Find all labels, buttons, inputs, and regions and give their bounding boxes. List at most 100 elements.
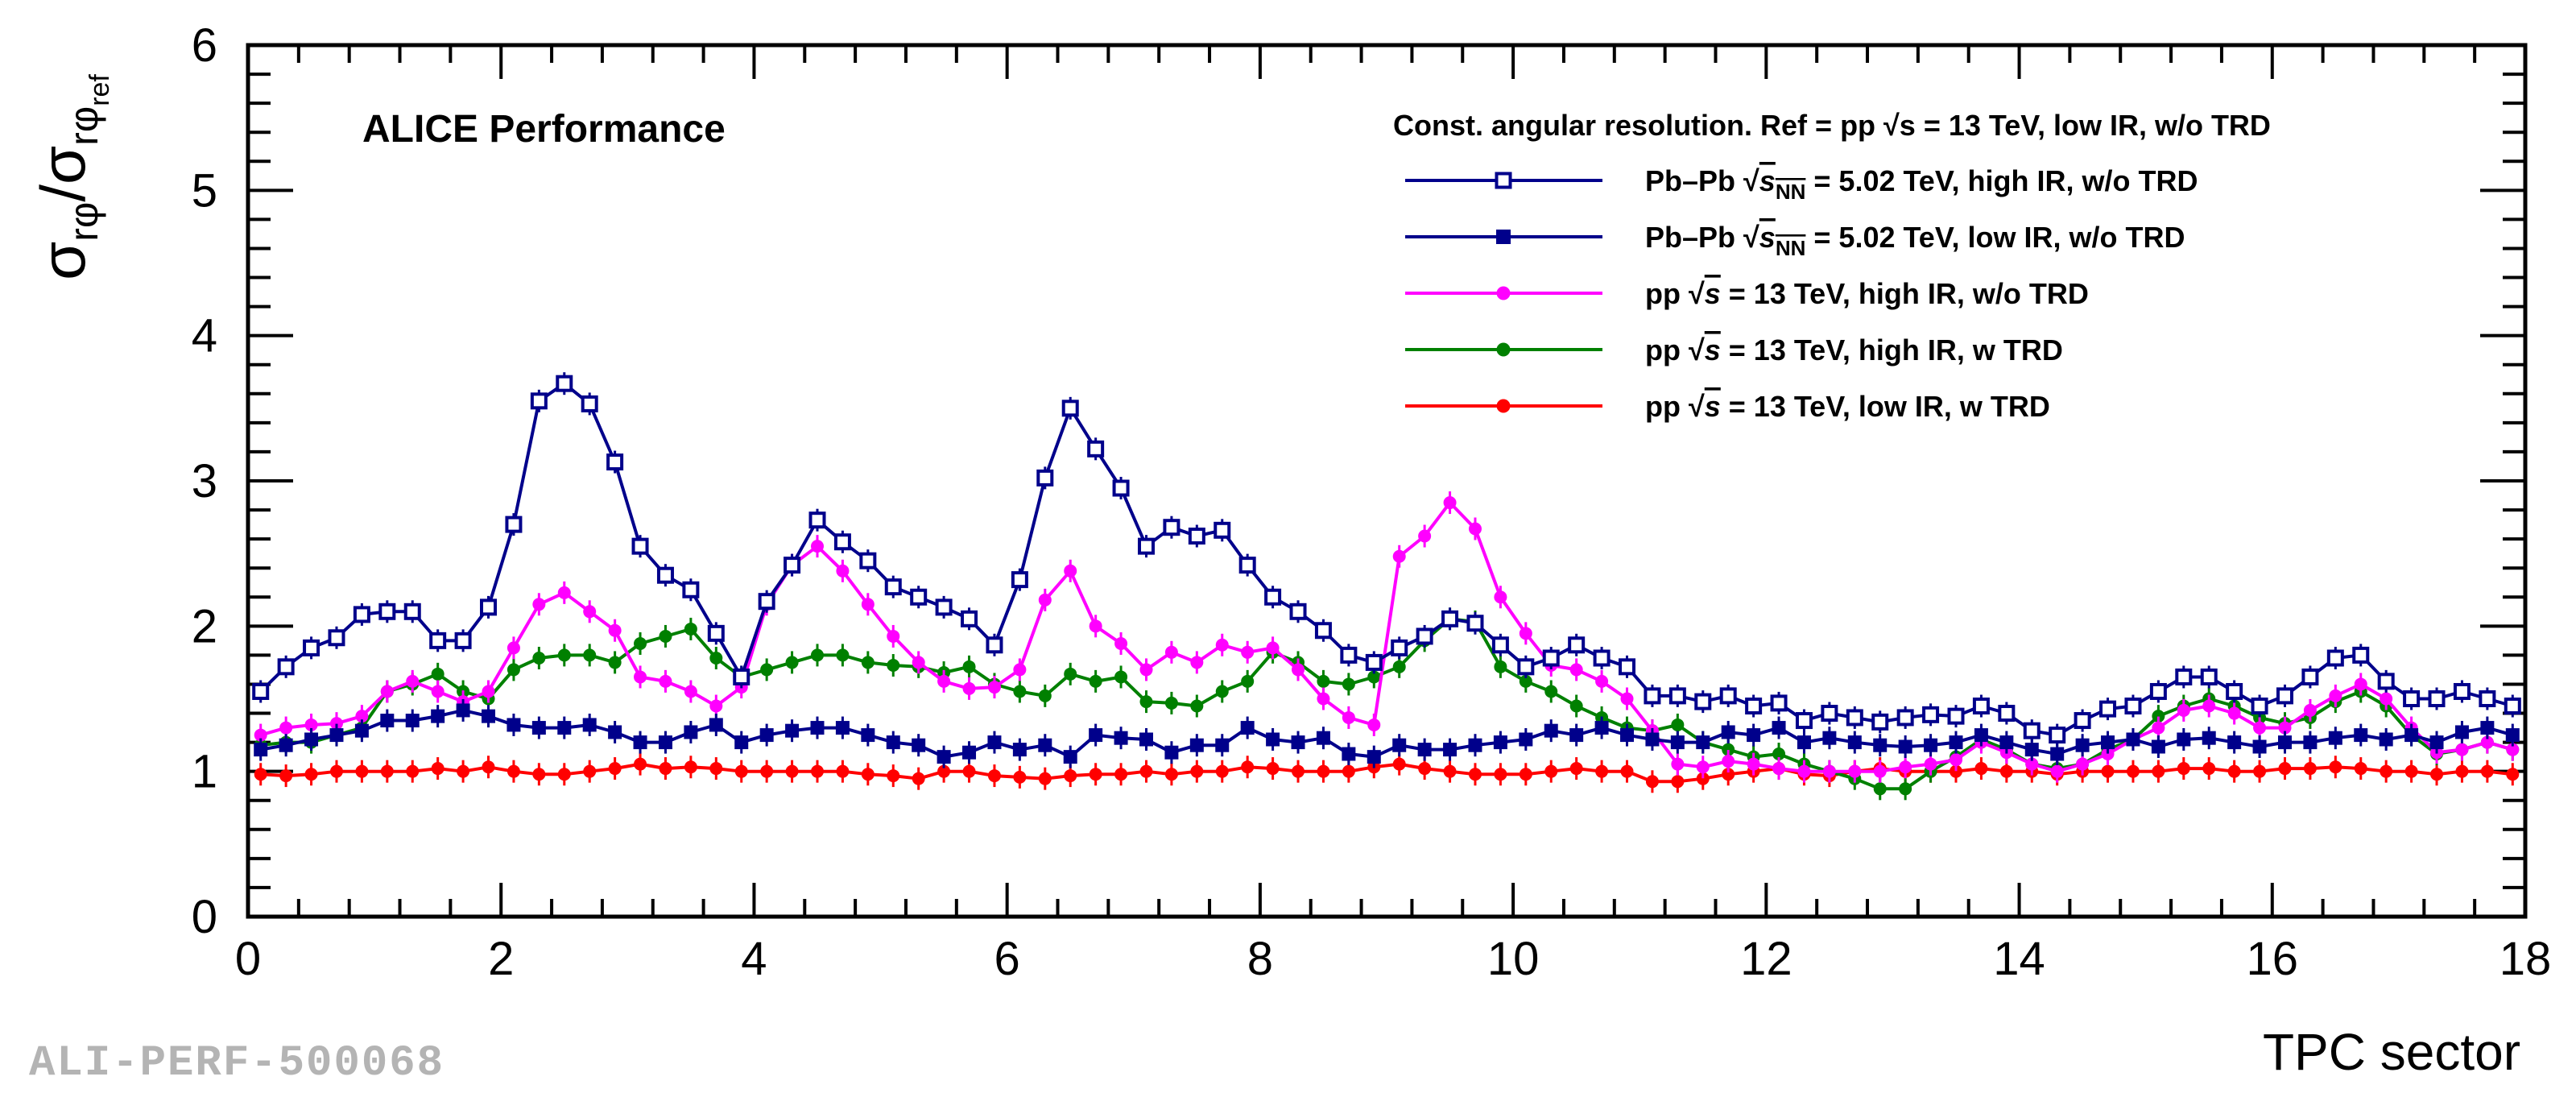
data-point-pp_low_wTRD xyxy=(583,764,597,778)
data-point-pp_high_wTRD xyxy=(2152,710,2165,723)
data-point-PbPb_low xyxy=(2024,743,2039,757)
data-point-pp_low_wTRD xyxy=(1292,764,1305,778)
data-point-pp_high_woTRD xyxy=(987,681,1001,694)
data-point-PbPb_high xyxy=(1340,646,1358,664)
data-point-pp_high_woTRD xyxy=(684,685,697,698)
data-point-PbPb_low xyxy=(1924,738,1938,752)
data-point-PbPb_low xyxy=(1240,721,1255,735)
data-point-PbPb_low xyxy=(2404,728,2419,743)
data-point-PbPb_high xyxy=(556,375,573,392)
data-point-pp_low_wTRD xyxy=(608,762,622,776)
data-point-pp_low_wTRD xyxy=(2480,764,2494,778)
data-point-PbPb_low xyxy=(658,735,672,750)
data-point-pp_high_wTRD xyxy=(1873,782,1887,796)
data-point-pp_low_wTRD xyxy=(2303,762,2317,776)
series-layer xyxy=(252,372,2521,801)
data-point-pp_low_wTRD xyxy=(1190,764,1204,778)
data-point-PbPb_low xyxy=(937,750,951,764)
data-point-PbPb_low xyxy=(2480,721,2495,735)
data-point-pp_high_woTRD xyxy=(2253,721,2267,735)
data-point-PbPb_low xyxy=(1696,735,1710,750)
data-point-pp_low_wTRD xyxy=(2152,764,2165,778)
legend-label: pp √s = 13 TeV, high IR, w/o TRD xyxy=(1645,277,2089,310)
data-point-pp_high_woTRD xyxy=(2050,764,2064,778)
data-point-PbPb_high xyxy=(1416,627,1433,645)
data-point-pp_high_wTRD xyxy=(1569,699,1583,713)
x-tick-label: 16 xyxy=(2247,933,2299,985)
data-point-PbPb_low xyxy=(254,743,268,757)
data-point-pp_high_woTRD xyxy=(962,681,976,695)
legend-label: pp √s = 13 TeV, high IR, w TRD xyxy=(1645,333,2063,366)
data-point-PbPb_high xyxy=(707,624,725,642)
data-point-pp_low_wTRD xyxy=(2329,760,2342,774)
legend-marker xyxy=(1496,286,1511,300)
data-point-pp_high_woTRD xyxy=(2076,757,2090,771)
data-point-PbPb_high xyxy=(1238,557,1256,574)
data-point-pp_high_woTRD xyxy=(1848,764,1862,778)
data-point-PbPb_low xyxy=(785,723,800,738)
data-point-pp_low_wTRD xyxy=(482,760,495,774)
data-point-pp_high_wTRD xyxy=(1494,660,1507,673)
data-point-pp_low_wTRD xyxy=(659,762,672,776)
data-point-PbPb_low xyxy=(608,725,622,739)
data-point-PbPb_high xyxy=(1061,400,1079,417)
data-point-PbPb_low xyxy=(507,718,521,732)
legend: Const. angular resolution. Ref = pp √s =… xyxy=(1393,109,2271,423)
data-point-pp_low_wTRD xyxy=(1671,775,1685,789)
data-point-PbPb_high xyxy=(2453,682,2471,700)
data-point-pp_high_woTRD xyxy=(2278,721,2292,735)
data-point-PbPb_low xyxy=(2202,731,2216,745)
data-point-pp_high_woTRD xyxy=(1190,656,1204,669)
y-label-slash: /σ xyxy=(27,146,98,202)
data-point-PbPb_low xyxy=(1342,747,1356,761)
data-point-pp_low_wTRD xyxy=(836,764,850,778)
legend-entry-pp_high_wTRD: pp √s = 13 TeV, high IR, w TRD xyxy=(1405,333,2063,366)
data-point-pp_low_wTRD xyxy=(1215,764,1229,778)
data-point-PbPb_high xyxy=(656,566,674,584)
data-point-pp_low_wTRD xyxy=(684,760,697,774)
data-point-PbPb_high xyxy=(1036,469,1054,487)
legend-marker xyxy=(1496,230,1511,244)
data-point-pp_high_woTRD xyxy=(1696,760,1710,774)
data-point-PbPb_low xyxy=(1367,750,1381,764)
data-point-PbPb_low xyxy=(1847,735,1862,750)
data-point-PbPb_high xyxy=(581,395,598,412)
data-point-pp_high_wTRD xyxy=(1190,699,1204,713)
data-point-PbPb_high xyxy=(1972,698,1990,715)
data-point-pp_low_wTRD xyxy=(1114,768,1128,781)
data-point-pp_low_wTRD xyxy=(912,772,925,785)
data-point-pp_low_wTRD xyxy=(2404,764,2418,778)
data-point-PbPb_high xyxy=(1441,610,1459,627)
data-point-pp_high_woTRD xyxy=(1494,590,1507,604)
data-point-PbPb_low xyxy=(684,725,698,739)
legend-marker xyxy=(1495,172,1512,189)
data-point-pp_low_wTRD xyxy=(1950,764,1962,778)
data-point-PbPb_low xyxy=(431,709,445,723)
data-point-pp_high_woTRD xyxy=(1822,764,1836,778)
data-point-pp_high_wTRD xyxy=(634,636,647,650)
data-point-pp_high_woTRD xyxy=(2380,692,2393,706)
data-point-PbPb_high xyxy=(2226,682,2243,700)
data-point-pp_low_wTRD xyxy=(709,762,723,776)
data-point-PbPb_low xyxy=(1747,728,1761,743)
data-point-pp_low_wTRD xyxy=(2253,764,2267,778)
x-tick-label: 14 xyxy=(1993,933,2045,985)
data-point-pp_low_wTRD xyxy=(304,768,318,781)
data-point-PbPb_high xyxy=(303,639,320,656)
data-point-PbPb_low xyxy=(1670,735,1685,750)
data-point-PbPb_high xyxy=(1593,649,1611,667)
data-point-pp_low_wTRD xyxy=(2430,768,2444,781)
data-point-pp_high_woTRD xyxy=(1569,663,1583,677)
data-point-PbPb_high xyxy=(1112,479,1130,497)
data-point-pp_high_woTRD xyxy=(1241,645,1255,659)
data-point-PbPb_low xyxy=(1038,738,1052,752)
data-point-PbPb_low xyxy=(2075,738,2090,752)
data-point-pp_high_woTRD xyxy=(583,605,597,619)
data-point-PbPb_low xyxy=(1392,738,1407,752)
data-point-pp_high_woTRD xyxy=(2480,735,2494,749)
data-point-pp_high_wTRD xyxy=(1367,670,1381,684)
data-point-PbPb_low xyxy=(1569,728,1584,743)
data-point-pp_high_wTRD xyxy=(709,652,723,665)
data-point-pp_high_woTRD xyxy=(836,564,850,578)
